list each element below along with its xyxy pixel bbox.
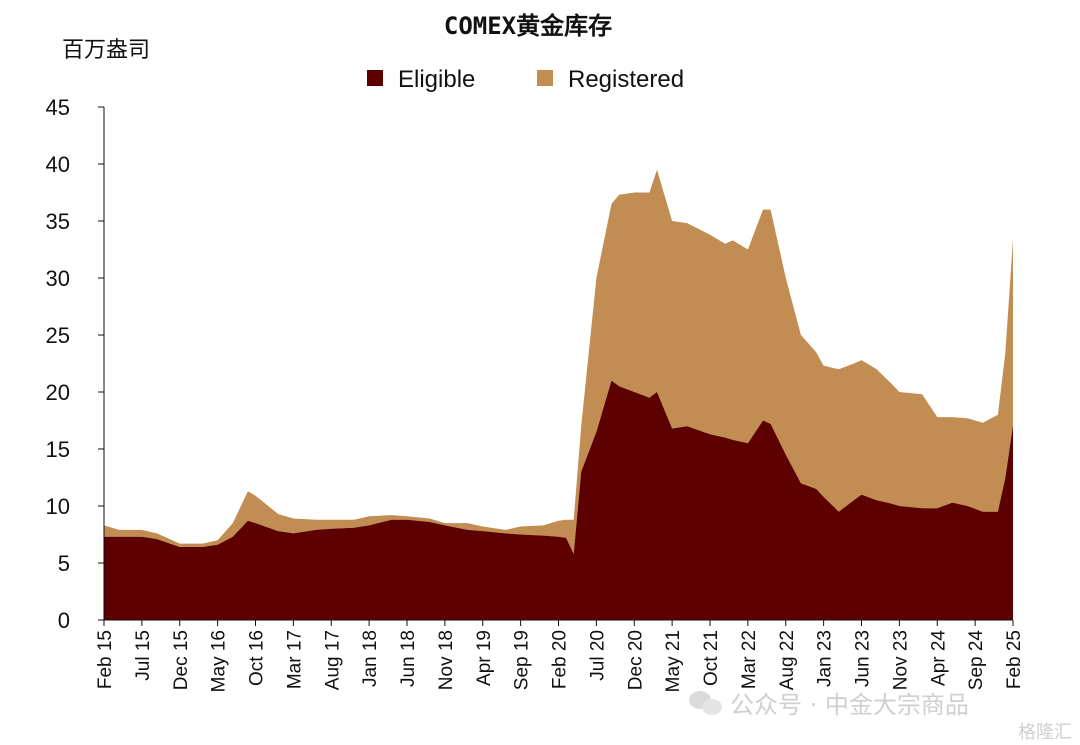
watermark-logo-text: 格隆汇 xyxy=(1018,722,1072,743)
x-tick-label: May 16 xyxy=(209,630,230,692)
x-tick-label: Feb 15 xyxy=(95,630,116,689)
area-eligible xyxy=(104,380,1013,620)
legend-swatch-registered xyxy=(537,70,553,86)
y-tick-label: 10 xyxy=(46,494,70,519)
legend-label-registered: Registered xyxy=(568,66,684,93)
x-tick-label: Jun 23 xyxy=(853,630,874,687)
x-tick-label: Jan 23 xyxy=(815,630,836,687)
x-tick-label: Nov 18 xyxy=(436,630,457,690)
x-tick-label: Mar 22 xyxy=(739,630,760,689)
x-tick-label: Jan 18 xyxy=(360,630,381,687)
x-tick-label: Sep 19 xyxy=(512,630,533,690)
x-tick-label: Apr 19 xyxy=(474,630,495,686)
x-tick-label: Jun 18 xyxy=(398,630,419,687)
x-tick-label: Jul 15 xyxy=(133,630,154,681)
y-tick-label: 40 xyxy=(46,152,70,177)
chart-title: COMEX黄金库存 xyxy=(444,12,612,40)
y-tick-label: 5 xyxy=(58,551,70,576)
legend-swatch-eligible xyxy=(367,70,383,86)
x-tick-label: Oct 21 xyxy=(701,630,722,686)
x-tick-label: Nov 23 xyxy=(890,630,911,690)
y-tick-label: 25 xyxy=(46,323,70,348)
x-tick-label: Dec 15 xyxy=(171,630,192,690)
x-tick-label: Oct 16 xyxy=(247,630,268,686)
x-tick-label: Aug 17 xyxy=(322,630,343,690)
legend: Eligible Registered xyxy=(367,66,684,93)
y-tick-label: 0 xyxy=(58,608,70,633)
plot-areas xyxy=(104,169,1013,620)
y-tick-label: 45 xyxy=(46,95,70,120)
x-tick-label: Dec 20 xyxy=(625,630,646,690)
wechat-icon xyxy=(689,691,722,715)
y-axis-ticks: 0 5 10 15 20 25 30 35 40 45 xyxy=(46,95,104,633)
y-tick-label: 15 xyxy=(46,437,70,462)
x-tick-label: Aug 22 xyxy=(777,630,798,690)
x-tick-label: Mar 17 xyxy=(284,630,305,689)
x-tick-label: Apr 24 xyxy=(928,630,949,686)
y-tick-label: 20 xyxy=(46,380,70,405)
y-axis-unit-label: 百万盎司 xyxy=(62,38,150,63)
x-tick-label: Sep 24 xyxy=(966,630,987,691)
x-tick-label: Feb 25 xyxy=(1004,630,1025,689)
watermark-text: 公众号 · 中金大宗商品 xyxy=(730,691,969,719)
y-tick-label: 30 xyxy=(46,266,70,291)
watermark: 公众号 · 中金大宗商品 格隆汇 xyxy=(689,691,1072,743)
y-tick-label: 35 xyxy=(46,209,70,234)
x-tick-label: May 21 xyxy=(663,630,684,692)
x-tick-label: Jul 20 xyxy=(587,630,608,681)
area-registered xyxy=(104,169,1013,620)
x-tick-label: Feb 20 xyxy=(550,630,571,689)
x-axis-ticks: Feb 15 Jul 15 Dec 15 May 16 Oct 16 Mar 17 Aug … xyxy=(95,620,1025,692)
legend-label-eligible: Eligible xyxy=(398,66,475,93)
